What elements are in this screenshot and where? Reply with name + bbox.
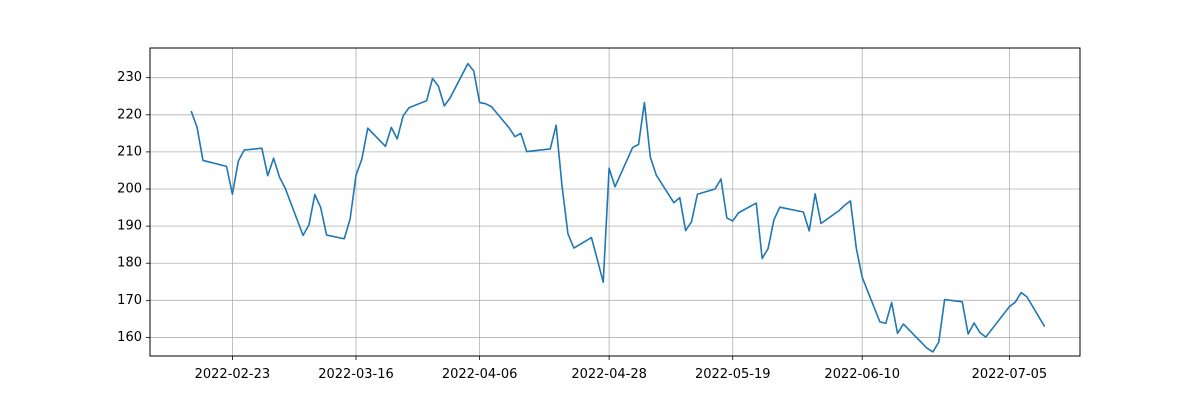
x-tick-label: 2022-06-10 <box>824 367 900 382</box>
x-tick-label: 2022-05-19 <box>695 367 771 382</box>
y-tick-label: 190 <box>117 219 142 234</box>
y-tick-label: 210 <box>117 144 142 159</box>
series-line <box>190 62 1046 353</box>
grid <box>150 48 1080 356</box>
y-tick-label: 200 <box>117 182 142 197</box>
y-tick-label: 180 <box>117 256 142 271</box>
x-tick-label: 2022-07-05 <box>972 367 1048 382</box>
y-tick-label: 160 <box>117 330 142 345</box>
x-tick-label: 2022-04-06 <box>442 367 518 382</box>
series-layer <box>190 62 1046 353</box>
ticks: 160 170 180 190 200 210 220 230 2022-02-23 2022-0… <box>117 70 1047 382</box>
x-tick-label: 2022-03-16 <box>318 367 394 382</box>
y-tick-label: 230 <box>117 70 142 85</box>
plot-frame <box>149 47 1081 357</box>
x-tick-label: 2022-04-28 <box>571 367 647 382</box>
x-tick-label: 2022-02-23 <box>195 367 271 382</box>
y-tick-label: 170 <box>117 293 142 308</box>
y-tick-label: 220 <box>117 107 142 122</box>
